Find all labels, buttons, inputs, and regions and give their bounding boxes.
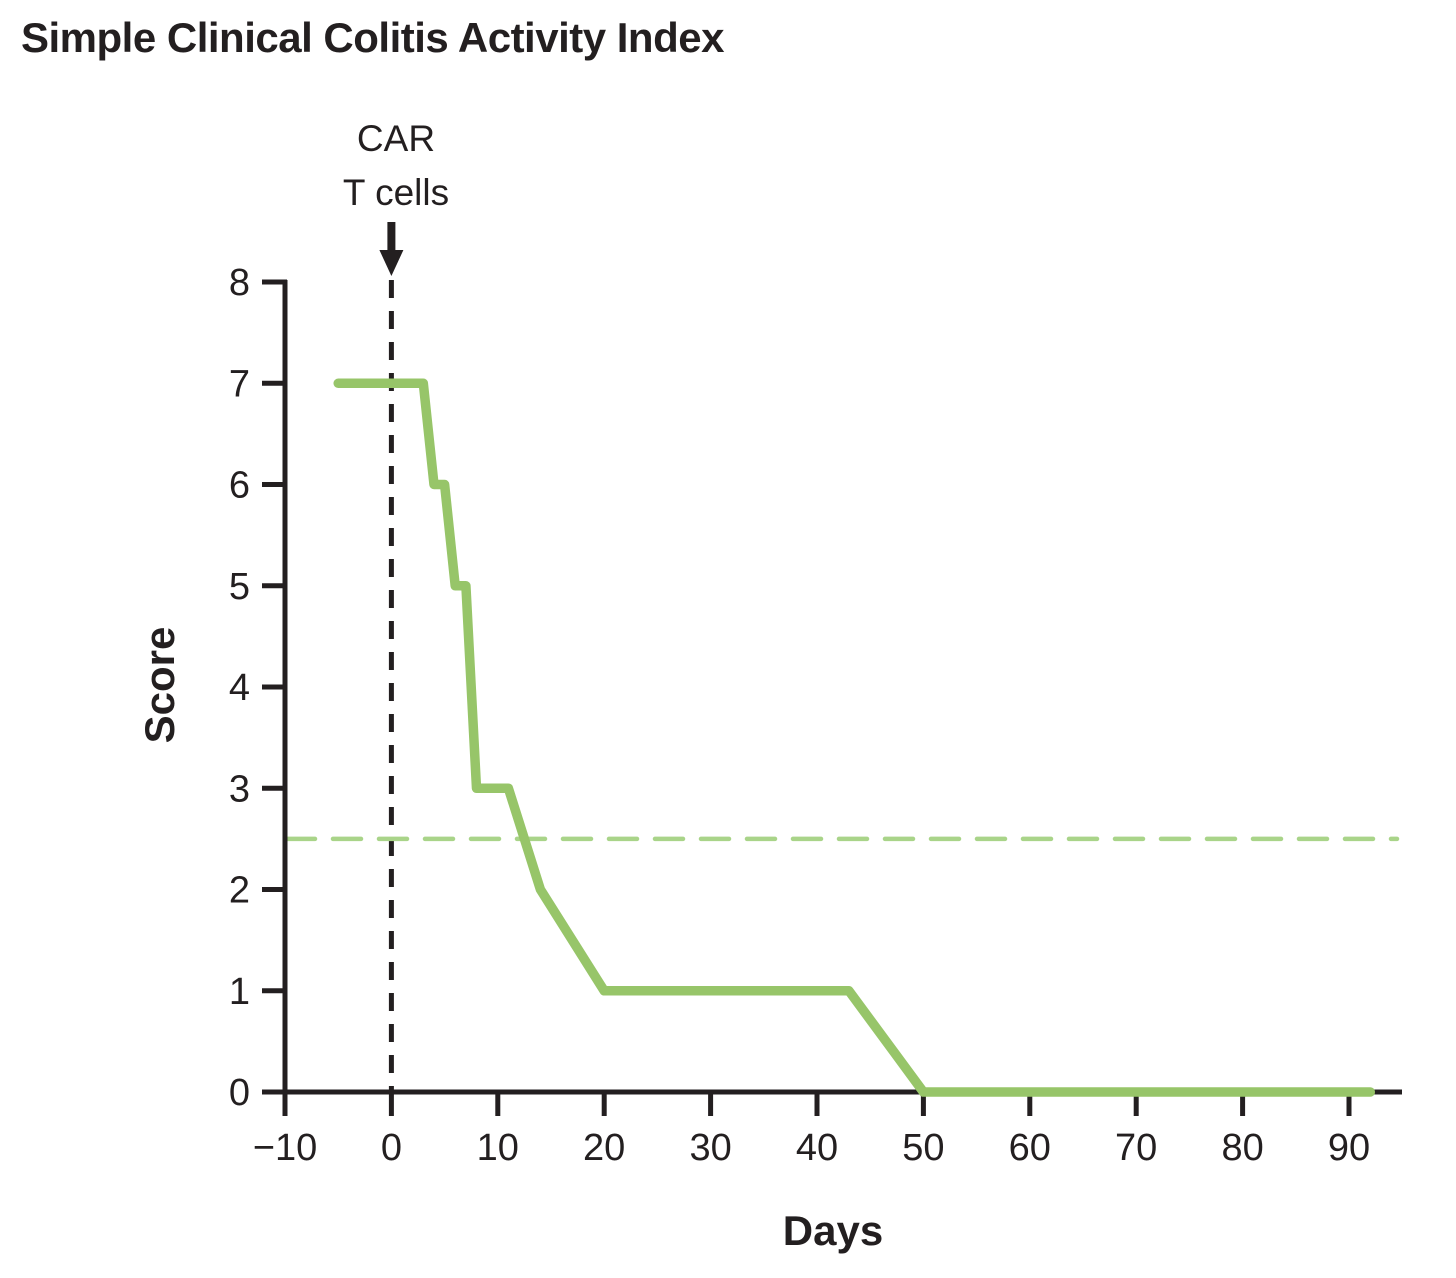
y-tick-label: 7 [229,363,250,405]
x-tick-label: 80 [1221,1127,1263,1169]
annotation-line-2: T cells [342,172,450,213]
chart-title: Simple Clinical Colitis Activity Index [21,14,724,61]
x-tick-label: 30 [689,1127,731,1169]
x-tick-label: −10 [253,1127,317,1169]
y-tick-label: 5 [229,566,250,608]
y-tick-label: 0 [229,1072,250,1114]
x-tick-label: 70 [1115,1127,1157,1169]
y-tick-label: 6 [229,465,250,507]
x-tick-label: 60 [1009,1127,1051,1169]
annotation-line-1: CAR [356,118,436,159]
x-tick-label: 10 [477,1127,519,1169]
y-tick-label: 2 [229,870,250,912]
car-t-cells-annotation: CAR T cells [343,112,449,220]
down-arrow-icon [379,250,404,276]
score-line-series [333,378,1376,1097]
y-tick-label: 1 [229,971,250,1013]
x-tick-label: 20 [583,1127,625,1169]
x-tick-label: 50 [902,1127,944,1169]
x-tick-label: 0 [381,1127,402,1169]
x-axis-label: Days [782,1207,884,1254]
x-tick-label: 40 [796,1127,838,1169]
y-tick-label: 8 [229,262,250,304]
x-tick-label: 90 [1328,1127,1370,1169]
y-tick-label: 3 [229,768,250,810]
y-tick-label: 4 [229,667,250,709]
